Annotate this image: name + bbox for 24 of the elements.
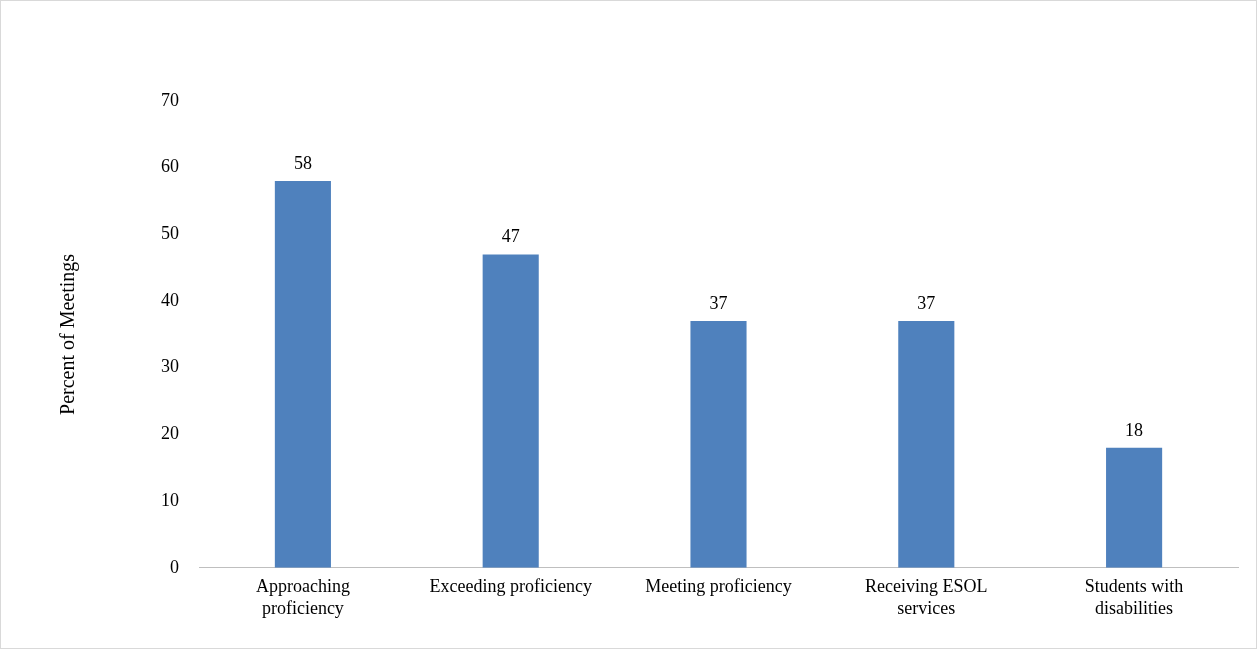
data-label: 47: [501, 226, 520, 247]
bar: [898, 321, 955, 568]
y-tick-label: 60: [161, 156, 179, 177]
y-axis-title: Percent of Meetings: [56, 253, 80, 415]
y-tick-label: 40: [161, 289, 179, 310]
x-tick-label: Students with disabilities: [1084, 576, 1184, 618]
x-tick-label: Approaching proficiency: [255, 576, 350, 618]
y-tick-label: 0: [170, 556, 179, 577]
y-tick-label: 30: [161, 356, 179, 377]
bar: [1106, 447, 1163, 568]
y-tick-label: 10: [161, 489, 179, 510]
x-tick-label: Meeting proficiency: [645, 576, 792, 597]
y-tick-label: 20: [161, 423, 179, 444]
y-tick-label: 50: [161, 223, 179, 244]
bar: [690, 321, 747, 568]
bar: [274, 181, 331, 568]
data-label: 37: [709, 292, 728, 313]
x-tick-label: Receiving ESOL services: [865, 576, 988, 618]
bar: [482, 254, 539, 568]
y-tick-label: 70: [161, 89, 179, 110]
data-label: 18: [1125, 419, 1144, 440]
x-tick-label: Exceeding proficiency: [429, 576, 592, 597]
data-label: 58: [293, 152, 312, 173]
data-label: 37: [917, 292, 936, 313]
